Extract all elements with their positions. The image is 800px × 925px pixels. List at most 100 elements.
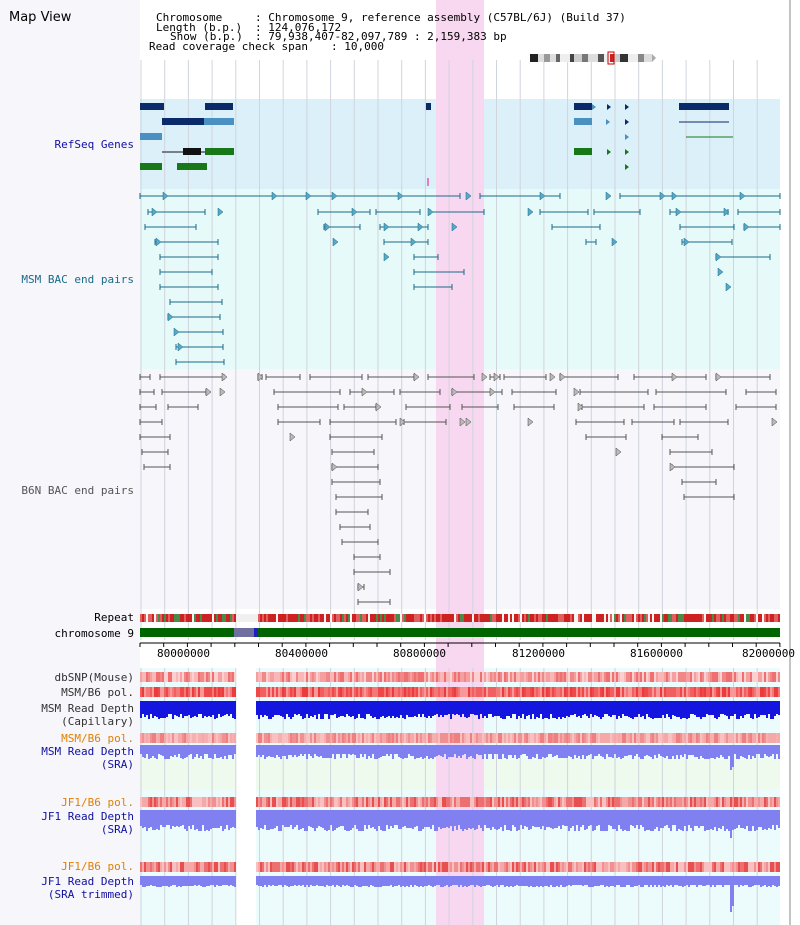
msm-depth-capillary-bar: [214, 701, 216, 719]
msm-bac-arrow: [739, 191, 746, 201]
refseq-gene: [140, 163, 162, 170]
track-label-refseq[interactable]: RefSeq Genes: [54, 138, 134, 151]
jf1-b6-pol-trimmed-heat: [652, 862, 654, 872]
dbsnp-heat: [748, 672, 750, 682]
msm-depth-capillary-bar: [322, 701, 324, 719]
jf1-b6-pol-trimmed-heat: [180, 862, 182, 872]
jf1-depth-bar: [404, 810, 406, 826]
jf1-depth-bar: [770, 810, 772, 829]
dbsnp-heat: [774, 672, 776, 682]
jf1-depth-bar: [232, 810, 234, 827]
dbsnp-heat: [676, 672, 678, 682]
msm-depth-capillary-bar: [502, 701, 504, 719]
msm-b6-pol-sra-heat: [388, 733, 390, 743]
repeat-mark: [394, 614, 396, 622]
msm-depth-capillary-bar: [216, 701, 218, 718]
msm-depth-sra-bar: [288, 745, 290, 755]
dbsnp-heat: [294, 672, 296, 682]
repeat-mark: [700, 614, 702, 622]
gene-arrow: [625, 134, 629, 140]
dbsnp-heat: [378, 672, 380, 682]
dbsnp-heat: [500, 672, 502, 682]
repeat-mark: [710, 614, 712, 622]
jf1-b6-pol-trimmed-heat: [306, 862, 308, 872]
jf1-b6-pol-trimmed-heat: [414, 862, 416, 872]
msm-depth-capillary-bar: [436, 701, 438, 714]
dbsnp-heat: [768, 672, 770, 682]
msm-b6-pol-heat: [494, 687, 496, 697]
jf1-b6-pol-heat: [598, 797, 600, 807]
jf1-b6-pol-trimmed-heat: [332, 862, 334, 872]
jf1-b6-pol-heat: [638, 797, 640, 807]
msm-b6-pol-heat: [362, 687, 364, 697]
msm-b6-pol-sra-heat: [638, 733, 640, 743]
repeat-mark: [756, 614, 758, 622]
msm-b6-pol-sra-heat: [566, 733, 568, 743]
msm-b6-pol-sra-heat: [152, 733, 154, 743]
msm-b6-pol-sra-heat: [518, 733, 520, 743]
msm-depth-sra-bar: [402, 745, 404, 759]
jf1-depth-bar: [176, 810, 178, 826]
msm-depth-sra-bar: [524, 745, 526, 754]
msm-bac-arrow: [723, 207, 730, 217]
msm-bac-arrow: [410, 237, 417, 247]
jf1-b6-pol-trimmed-heat: [292, 862, 294, 872]
msm-depth-sra-bar: [530, 745, 532, 759]
msm-depth-capillary-bar: [552, 701, 554, 718]
track-label-msm-bac[interactable]: MSM BAC end pairs: [21, 273, 134, 286]
msm-b6-pol-heat: [428, 687, 430, 697]
jf1-b6-pol-heat: [696, 797, 698, 807]
jf1-b6-pol-trimmed-heat: [416, 862, 418, 872]
msm-depth-capillary-bar: [488, 701, 490, 714]
msm-depth-capillary-bar: [766, 701, 768, 718]
jf1-b6-pol-trimmed-heat: [472, 862, 474, 872]
repeat-mark: [696, 614, 698, 622]
jf1-depth-bar: [692, 810, 694, 831]
jf1-depth-bar: [350, 810, 352, 830]
msm-depth-sra-bar: [632, 745, 634, 759]
jf1-depth-trimmed-bar: [170, 876, 172, 886]
msm-depth-sra-bar: [224, 745, 226, 756]
jf1-b6-pol-trimmed-heat: [498, 862, 500, 872]
msm-depth-capillary-bar: [490, 701, 492, 714]
msm-depth-sra-bar: [262, 745, 264, 755]
jf1-depth-trimmed-bar: [230, 876, 232, 885]
track-label-b6n-bac[interactable]: B6N BAC end pairs: [21, 484, 134, 497]
refseq-gene: [574, 103, 592, 110]
repeat-mark: [358, 614, 360, 622]
jf1-depth-trimmed-bar: [624, 876, 626, 887]
jf1-b6-pol-heat: [458, 797, 460, 807]
jf1-depth-trimmed-bar: [462, 876, 464, 887]
jf1-depth-bar: [720, 810, 722, 829]
dbsnp-heat: [196, 672, 198, 682]
msm-b6-pol-heat: [392, 687, 394, 697]
jf1-b6-pol-heat: [774, 797, 776, 807]
jf1-b6-pol-trimmed-heat: [592, 862, 594, 872]
msm-b6-pol-heat: [492, 687, 494, 697]
msm-b6-pol-heat: [384, 687, 386, 697]
msm-b6-pol-sra-heat: [534, 733, 536, 743]
msm-depth-sra-bar: [302, 745, 304, 756]
jf1-b6-pol-trimmed-heat: [534, 862, 536, 872]
msm-b6-pol-sra-heat: [532, 733, 534, 743]
jf1-depth-bar: [484, 810, 486, 825]
msm-depth-capillary-bar: [372, 701, 374, 718]
msm-b6-pol-heat: [646, 687, 648, 697]
chromosome-ideogram-band: [628, 54, 638, 62]
jf1-depth-trimmed-bar: [192, 876, 194, 886]
repeat-mark: [666, 614, 668, 622]
dbsnp-heat: [288, 672, 290, 682]
repeat-mark: [718, 614, 720, 622]
dbsnp-heat: [164, 672, 166, 682]
jf1-b6-pol-heat: [462, 797, 464, 807]
jf1-depth-bar: [662, 810, 664, 828]
dbsnp-heat: [356, 672, 358, 682]
msm-depth-sra-bar: [416, 745, 418, 758]
jf1-depth-trimmed-bar: [564, 876, 566, 887]
jf1-depth-bar: [412, 810, 414, 829]
msm-depth-sra-bar: [316, 745, 318, 756]
jf1-b6-pol-trimmed-heat: [450, 862, 452, 872]
jf1-b6-pol-heat: [190, 797, 192, 807]
dbsnp-heat: [412, 672, 414, 682]
